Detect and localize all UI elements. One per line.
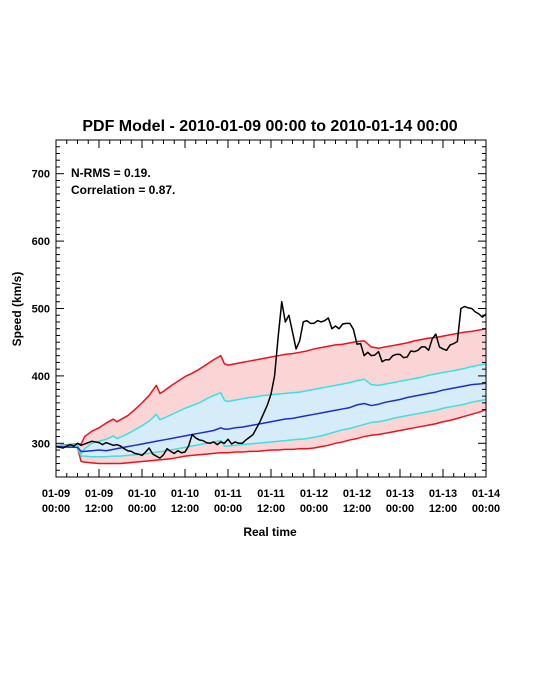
x-tick-label-time: 00:00 bbox=[42, 503, 70, 515]
x-tick-label-date: 01-10 bbox=[128, 488, 156, 500]
chart-title: PDF Model - 2010-01-09 00:00 to 2010-01-… bbox=[82, 118, 457, 135]
correlation-annotation: Correlation = 0.87. bbox=[71, 183, 175, 197]
y-tick-label: 500 bbox=[32, 304, 50, 316]
series-outer-lower-line bbox=[55, 408, 487, 465]
x-axis-label: Real time bbox=[243, 525, 297, 539]
x-axis: 01-09 00:00 01-09 12:00 01-10 00:00 01-10 12:00… bbox=[42, 140, 501, 515]
x-tick-label-time: 00:00 bbox=[128, 503, 156, 515]
x-tick-label-time: 00:00 bbox=[300, 503, 328, 515]
x-tick-label-date: 01-14 bbox=[472, 488, 501, 500]
y-axis: 300 400 500 600 700 bbox=[32, 139, 486, 478]
x-tick-label-date: 01-10 bbox=[171, 488, 199, 500]
x-tick-label-date: 01-09 bbox=[85, 488, 113, 500]
x-tick-label-date: 01-11 bbox=[214, 488, 242, 500]
x-tick-label-time: 12:00 bbox=[171, 503, 199, 515]
x-tick-label-date: 01-12 bbox=[300, 488, 328, 500]
x-tick-label-date: 01-12 bbox=[343, 488, 371, 500]
x-tick-label-time: 12:00 bbox=[343, 503, 371, 515]
x-tick-label-date: 01-13 bbox=[429, 488, 457, 500]
series-median-line bbox=[55, 382, 487, 453]
x-tick-label-date: 01-09 bbox=[42, 488, 70, 500]
series-layer bbox=[55, 301, 487, 465]
x-tick-label-time: 00:00 bbox=[386, 503, 414, 515]
y-tick-label: 600 bbox=[32, 236, 50, 248]
series-inner-lower-line bbox=[55, 398, 487, 458]
x-tick-label-time: 12:00 bbox=[429, 503, 457, 515]
nrms-annotation: N-RMS = 0.19. bbox=[71, 166, 151, 180]
x-tick-label-date: 01-11 bbox=[257, 488, 285, 500]
x-tick-label-time: 00:00 bbox=[472, 503, 500, 515]
inner-band bbox=[56, 363, 486, 457]
y-tick-label: 700 bbox=[32, 169, 50, 181]
series-observed-line bbox=[55, 301, 487, 459]
x-tick-label-date: 01-13 bbox=[386, 488, 414, 500]
x-tick-label-time: 00:00 bbox=[214, 503, 242, 515]
x-tick-label-time: 12:00 bbox=[85, 503, 113, 515]
y-tick-label: 400 bbox=[32, 371, 50, 383]
series-outer-upper-line bbox=[55, 327, 487, 447]
x-tick-label-time: 12:00 bbox=[257, 503, 285, 515]
y-tick-label: 300 bbox=[32, 438, 50, 450]
series-inner-upper-line bbox=[55, 363, 487, 455]
y-axis-label: Speed (km/s) bbox=[10, 272, 24, 347]
